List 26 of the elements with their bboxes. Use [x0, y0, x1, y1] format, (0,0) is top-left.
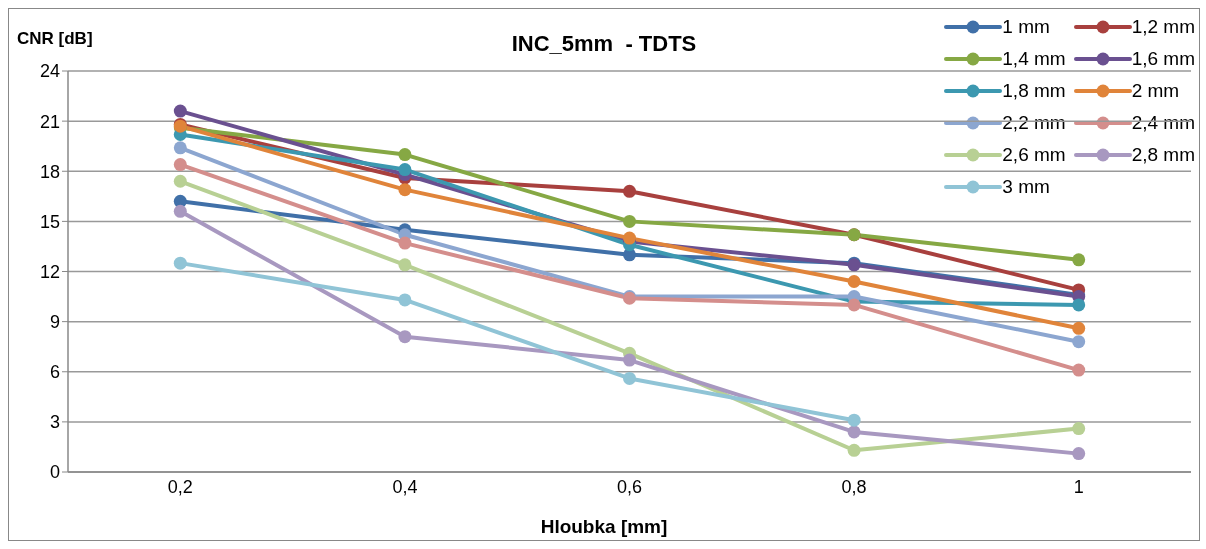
x-tick-label: 1: [1073, 476, 1084, 497]
y-tick-label: 6: [49, 362, 60, 383]
x-tick-label: 0,6: [616, 476, 643, 497]
legend-label: 2,8 mm: [1131, 144, 1195, 166]
legend-label: 1,8 mm: [1002, 80, 1066, 102]
y-tick-label: 21: [39, 111, 60, 132]
x-tick-label: 0,4: [392, 476, 418, 497]
legend-label: 3 mm: [1002, 176, 1050, 198]
legend-label: 2 mm: [1131, 80, 1180, 102]
y-axis-title: CNR [dB]: [17, 29, 93, 49]
x-axis-title: Hloubka [mm]: [539, 516, 669, 538]
legend-label: 2,6 mm: [1002, 144, 1066, 166]
y-tick-label: 12: [39, 261, 60, 282]
legend-label: 1,6 mm: [1131, 48, 1195, 70]
y-tick-label: 3: [49, 412, 60, 433]
legend-label: 1,4 mm: [1002, 48, 1066, 70]
legend-label: 1,2 mm: [1131, 16, 1195, 38]
y-tick-label: 9: [49, 312, 60, 333]
y-tick-label: 18: [39, 161, 60, 182]
x-tick-label: 0,8: [841, 476, 867, 497]
y-tick-label: 24: [39, 61, 60, 82]
chart-title: INC_5mm - TDTS: [511, 31, 697, 56]
y-tick-label: 15: [39, 211, 60, 232]
x-tick-label: 0,2: [167, 476, 193, 497]
y-tick-label: 0: [49, 462, 60, 483]
legend-label: 1 mm: [1002, 16, 1050, 38]
